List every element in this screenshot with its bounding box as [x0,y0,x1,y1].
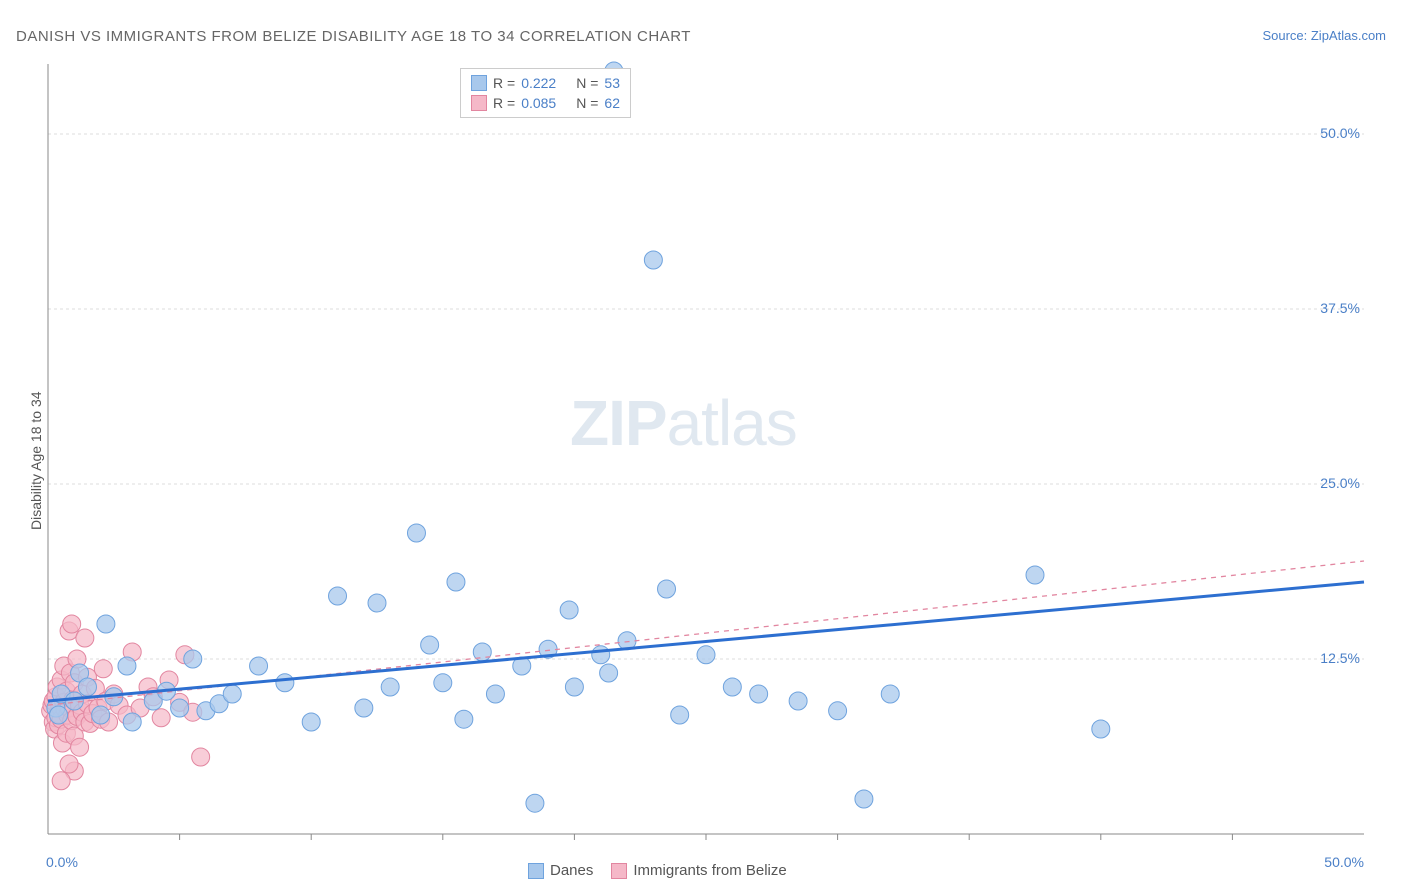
n-value: 53 [604,75,620,91]
chart-container: DANISH VS IMMIGRANTS FROM BELIZE DISABIL… [0,0,1406,892]
y-tick-label: 25.0% [1320,475,1360,491]
legend-swatch [471,95,487,111]
series-legend-item: Immigrants from Belize [611,862,786,879]
legend-swatch [611,863,627,879]
r-value: 0.222 [521,75,556,91]
series-legend: Danes Immigrants from Belize [528,862,787,879]
r-value: 0.085 [521,95,556,111]
correlation-legend-row: R = 0.222 N = 53 [471,73,620,93]
legend-swatch [528,863,544,879]
series-name: Immigrants from Belize [633,862,786,879]
n-value: 62 [604,95,620,111]
y-tick-label: 12.5% [1320,650,1360,666]
y-tick-label: 50.0% [1320,125,1360,141]
x-tick-label: 0.0% [46,854,78,870]
y-tick-label: 37.5% [1320,300,1360,316]
r-label: R = [493,95,515,111]
legend-swatch [471,75,487,91]
n-label: N = [576,95,598,111]
series-legend-item: Danes [528,862,593,879]
x-tick-label: 50.0% [1324,854,1364,870]
series-name: Danes [550,862,593,879]
n-label: N = [576,75,598,91]
correlation-legend: R = 0.222 N = 53 R = 0.085 N = 62 [460,68,631,118]
scatter-plot-svg [0,0,1406,892]
correlation-legend-row: R = 0.085 N = 62 [471,93,620,113]
r-label: R = [493,75,515,91]
